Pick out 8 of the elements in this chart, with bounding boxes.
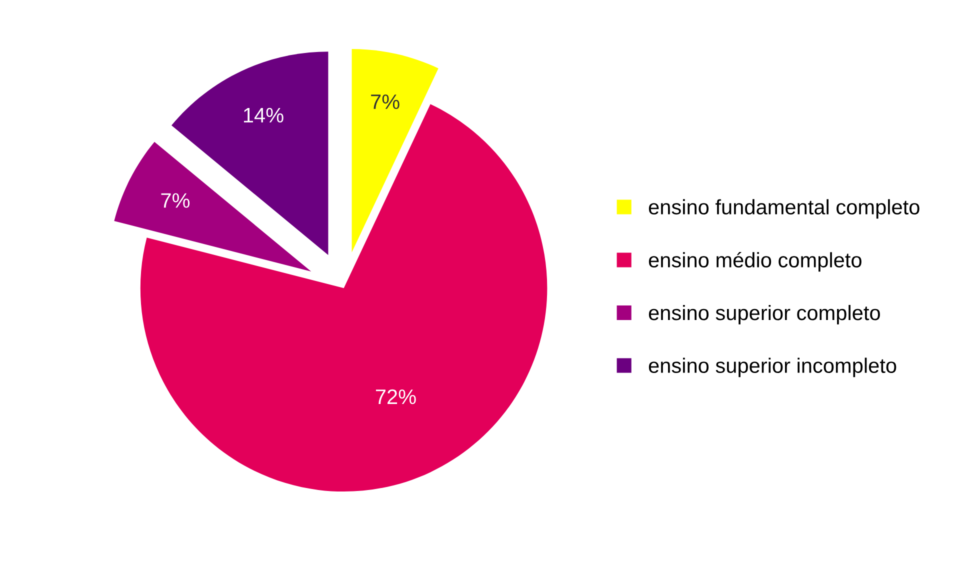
legend-label: ensino superior completo bbox=[648, 304, 880, 324]
legend-label: ensino médio completo bbox=[648, 252, 862, 272]
legend-label: ensino fundamental completo bbox=[648, 199, 920, 219]
data-label: 7% bbox=[371, 94, 400, 110]
data-label: 72% bbox=[376, 389, 416, 404]
data-label: 14% bbox=[244, 108, 284, 122]
legend-label: ensino superior incompleto bbox=[648, 358, 896, 378]
data-label: 7% bbox=[161, 193, 190, 208]
